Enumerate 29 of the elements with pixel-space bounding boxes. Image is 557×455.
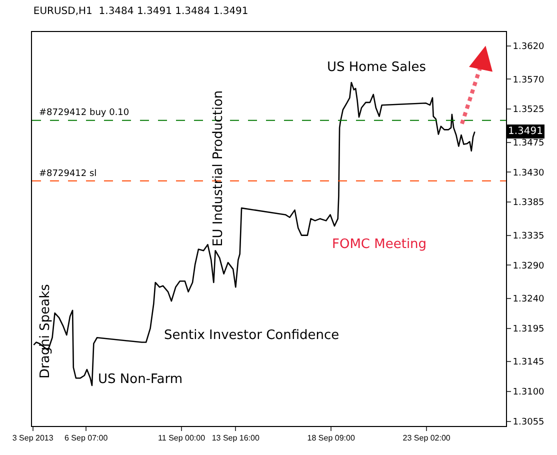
- x-tick-label: 3 Sep 2013: [12, 434, 54, 443]
- y-tick-label: 1.3290: [512, 261, 545, 272]
- y-tick-label: 1.3195: [512, 324, 544, 334]
- annotation: FOMC Meeting: [332, 237, 427, 252]
- ref-line-label: #8729412 buy 0.10: [39, 108, 130, 118]
- annotation: EU Industrial Production: [211, 90, 226, 246]
- chart-title: EURUSD,H1 1.3484 1.3491 1.3484 1.3491: [33, 6, 248, 17]
- y-tick-label: 1.3570: [512, 75, 545, 86]
- y-tick-label: 1.3385: [512, 198, 544, 208]
- x-tick-label: 11 Sep 00:00: [158, 434, 206, 443]
- y-tick-label: 1.3335: [512, 231, 544, 242]
- y-tick-label: 1.3430: [512, 168, 545, 178]
- annotation: US Home Sales: [327, 60, 426, 75]
- y-tick-label: 1.3525: [512, 105, 544, 116]
- x-tick-label: 18 Sep 09:00: [307, 434, 356, 443]
- x-tick-label: 23 Sep 02:00: [402, 434, 451, 443]
- y-tick-label: 1.3100: [512, 388, 545, 398]
- y-tick-label: 1.3620: [512, 42, 545, 52]
- annotation: US Non-Farm: [98, 372, 183, 387]
- y-tick-label: 1.3240: [512, 294, 545, 305]
- annotation: 1.3491: [508, 126, 543, 137]
- x-tick-label: 13 Sep 16:00: [212, 434, 260, 443]
- annotation: Sentix Investor Confidence: [164, 328, 340, 343]
- y-tick-label: 1.3145: [512, 358, 544, 368]
- ref-line-label: #8729412 sl: [39, 169, 97, 179]
- y-tick-label: 1.3055: [512, 418, 544, 428]
- y-tick-label: 1.3475: [512, 138, 544, 148]
- annotation: Draghi Speaks: [38, 284, 54, 378]
- x-tick-label: 6 Sep 07:00: [64, 434, 108, 443]
